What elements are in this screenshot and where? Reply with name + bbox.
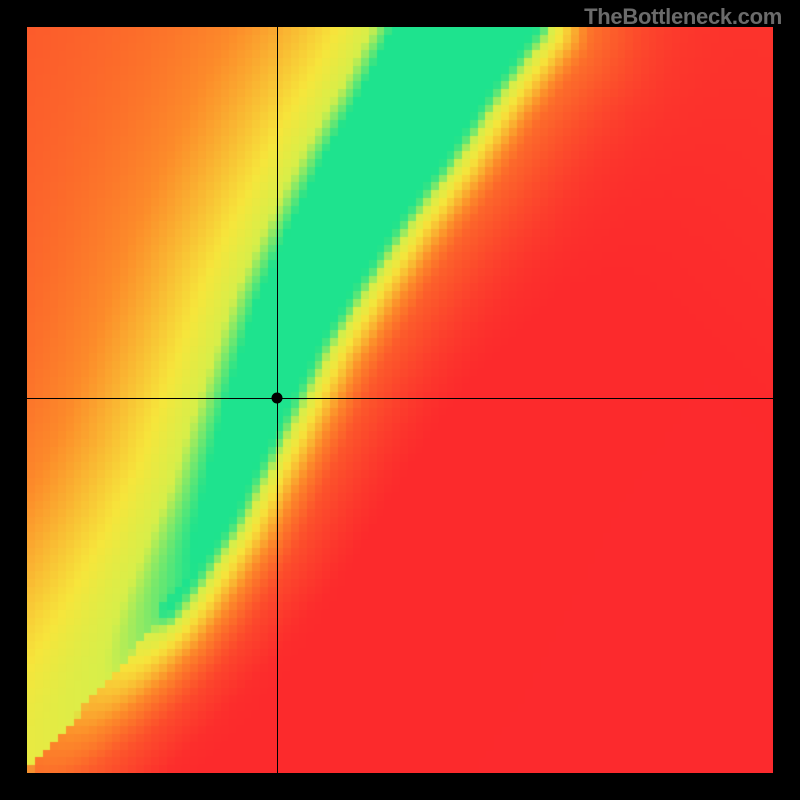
attribution-label: TheBottleneck.com — [584, 4, 782, 30]
crosshair-horizontal — [27, 398, 773, 399]
heatmap-canvas — [27, 27, 773, 773]
chart-container: TheBottleneck.com — [0, 0, 800, 800]
heatmap-plot — [27, 27, 773, 773]
crosshair-marker — [271, 392, 282, 403]
